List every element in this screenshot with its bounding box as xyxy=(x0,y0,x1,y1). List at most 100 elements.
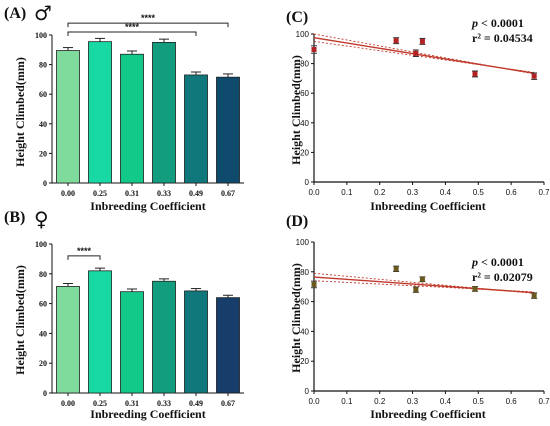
panel-a-bar xyxy=(88,41,112,184)
panel-d-label: (D) xyxy=(286,213,308,230)
panel-a-x-tick-label: 0.49 xyxy=(189,189,203,198)
panel-b-y-tick-label: 0 xyxy=(43,389,47,398)
panel-d-data-point xyxy=(393,266,399,272)
panel-a-y-axis-title: Height Climbed(mm) xyxy=(13,57,27,167)
panel-a-bar xyxy=(56,50,80,184)
panel-d-y-tick-label: 60 xyxy=(300,298,309,307)
panel-b-label: (B) xyxy=(4,209,25,226)
panel-b-y-tick-label: 40 xyxy=(39,329,47,338)
panel-c-x-tick-label: 0.2 xyxy=(374,188,386,197)
panel-b-bar xyxy=(56,286,80,394)
panel-d-x-tick-label: 0.6 xyxy=(506,397,518,406)
panel-d-p-prefix: p xyxy=(471,255,478,269)
panel-c-regression-plot: (C) Inbreeding Coefficient Height Climbe… xyxy=(286,9,550,213)
panel-c-regression-line xyxy=(313,37,535,74)
panel-b-bar xyxy=(184,290,208,394)
panel-b-x-tick-label: 0.67 xyxy=(221,399,235,408)
panel-d-x-tick-label: 0.4 xyxy=(440,397,452,406)
panel-d-regression-line xyxy=(313,276,535,294)
panel-c-data-point xyxy=(531,73,537,79)
panel-c-data-point xyxy=(393,38,399,44)
panel-b-bar-chart: (B) ♀ Inbreeding Coefficient Height Clim… xyxy=(4,207,244,421)
panel-b-significance-label: **** xyxy=(77,246,92,256)
panel-a-significance-bracket xyxy=(67,31,197,37)
panel-d-x-tick-label: 0.5 xyxy=(473,397,485,406)
panel-b-x-tick-label: 0.00 xyxy=(61,399,75,408)
panel-d-x-axis-title: Inbreeding Coefficient xyxy=(370,407,485,421)
panel-b-y-tick-label: 80 xyxy=(39,270,47,279)
panel-c-p-suffix: < 0.0001 xyxy=(478,16,524,30)
panel-d-y-tick-label: 40 xyxy=(300,327,309,336)
panel-c-data-point xyxy=(413,50,419,56)
panel-d-x-tick-label: 0.0 xyxy=(308,397,320,406)
panel-c-x-axis-title: Inbreeding Coefficient xyxy=(370,199,485,213)
female-symbol: ♀ xyxy=(34,207,49,231)
panel-a-y-tick-label: 0 xyxy=(43,179,47,188)
panel-a-significance-label: **** xyxy=(125,22,140,32)
panel-a-y-tick-label: 100 xyxy=(35,31,47,40)
panel-d-data-point xyxy=(472,286,478,292)
panel-c-r-squared: r² = 0.04534 xyxy=(472,31,533,45)
panel-c-data-point xyxy=(311,47,317,53)
panel-c-y-tick-label: 0 xyxy=(305,178,310,187)
panel-c-y-tick-label: 20 xyxy=(300,148,309,157)
panel-c-label: (C) xyxy=(286,9,308,26)
panel-a-x-tick-label: 0.00 xyxy=(61,189,75,198)
panel-b-x-tick-label: 0.31 xyxy=(125,399,139,408)
panel-c-x-tick-label: 0.1 xyxy=(341,188,353,197)
panel-a-bar xyxy=(120,53,144,184)
panel-d-x-tick-label: 0.1 xyxy=(341,397,353,406)
panel-b-y-tick-label: 100 xyxy=(35,240,47,249)
panel-b-significance-bracket xyxy=(67,255,101,260)
panel-d-y-axis-title: Height Climbed(mm) xyxy=(289,263,303,373)
panel-a-bar xyxy=(184,74,208,184)
panel-c-x-tick-label: 0.4 xyxy=(440,188,452,197)
panel-a-y-tick-label: 40 xyxy=(39,120,47,129)
panel-a-significance-bracket xyxy=(67,22,229,28)
panel-b-y-axis-title: Height Climbed(mm) xyxy=(13,265,27,375)
panel-c-ci-upper-line xyxy=(313,33,535,75)
panel-b-bar xyxy=(88,270,112,394)
panel-c-p-prefix: p xyxy=(471,16,478,30)
panel-c-x-tick-label: 0.7 xyxy=(538,188,550,197)
panel-a-y-tick-label: 60 xyxy=(39,90,47,99)
panel-d-data-point xyxy=(311,281,317,287)
panel-b-x-tick-label: 0.25 xyxy=(93,399,107,408)
panel-c-y-tick-label: 60 xyxy=(300,89,309,98)
panel-d-x-tick-label: 0.3 xyxy=(407,397,419,406)
panel-b-x-axis-title: Inbreeding Coefficient xyxy=(90,407,205,421)
panel-b-bar xyxy=(120,291,144,394)
panel-d-x-tick-label: 0.2 xyxy=(374,397,386,406)
panel-b-y-tick-label: 20 xyxy=(39,359,47,368)
panel-b-bar xyxy=(216,297,240,394)
panel-a-x-tick-label: 0.33 xyxy=(157,189,171,198)
panel-b-x-tick-label: 0.33 xyxy=(157,399,171,408)
male-symbol: ♂ xyxy=(34,1,52,25)
panel-c-y-tick-label: 40 xyxy=(300,119,309,128)
panel-c-data-point xyxy=(419,38,425,44)
panel-d-p-value: p < 0.0001 xyxy=(471,255,524,269)
panel-c-y-tick-label: 80 xyxy=(300,60,309,69)
panel-a-y-tick-label: 80 xyxy=(39,61,47,70)
panel-c-y-axis-title: Height Climbed(mm) xyxy=(289,55,303,165)
panel-c-y-tick-label: 100 xyxy=(296,30,310,39)
panel-c-data-point xyxy=(472,71,478,77)
panel-d-y-tick-label: 80 xyxy=(300,268,309,277)
panel-c-x-tick-label: 0.6 xyxy=(506,188,518,197)
panel-a-bar xyxy=(152,42,176,184)
panel-b-y-tick-label: 60 xyxy=(39,300,47,309)
panel-d-x-tick-label: 0.7 xyxy=(538,397,550,406)
panel-c-x-tick-label: 0.0 xyxy=(308,188,320,197)
panel-d-data-point xyxy=(413,287,419,293)
panel-d-regression-plot: (D) Inbreeding Coefficient Height Climbe… xyxy=(286,213,550,421)
panel-d-y-tick-label: 100 xyxy=(296,238,310,247)
panel-b-bar xyxy=(152,280,176,394)
panel-d-r-squared: r² = 0.02079 xyxy=(472,270,533,284)
panel-c-x-tick-label: 0.3 xyxy=(407,188,419,197)
panel-d-y-tick-label: 20 xyxy=(300,357,309,366)
panel-a-y-tick-label: 20 xyxy=(39,149,47,158)
panel-c-x-tick-label: 0.5 xyxy=(473,188,485,197)
panel-b-x-tick-label: 0.49 xyxy=(189,399,203,408)
panel-a-x-tick-label: 0.31 xyxy=(125,189,139,198)
